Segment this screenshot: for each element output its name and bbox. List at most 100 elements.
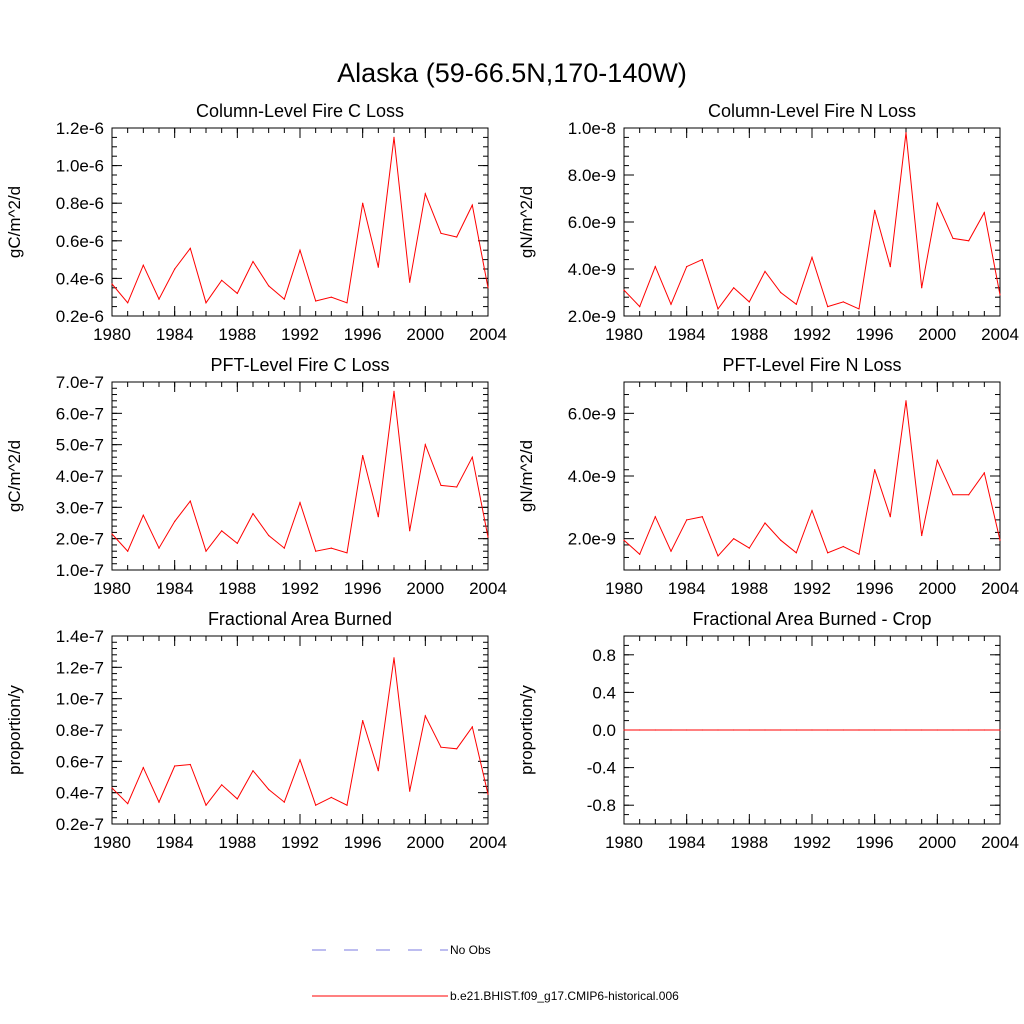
data-point: [330, 796, 332, 799]
y-axis-label: gN/m^2/d: [517, 440, 536, 512]
y-tick-label: 0.4e-6: [56, 269, 104, 288]
data-point: [701, 516, 703, 518]
y-axis-label: gC/m^2/d: [5, 186, 24, 258]
legend-model-label: b.e21.BHIST.f09_g17.CMIP6-historical.006: [450, 989, 679, 1003]
data-point: [189, 500, 191, 502]
x-tick-label: 1996: [856, 833, 894, 852]
y-tick-label: 4.0e-9: [568, 260, 616, 279]
data-point: [764, 270, 766, 272]
x-tick-label: 2000: [406, 833, 444, 852]
data-point: [795, 303, 797, 305]
data-point: [983, 212, 985, 214]
data-point: [440, 484, 442, 486]
data-point: [905, 400, 907, 402]
data-point: [795, 729, 797, 731]
data-point: [701, 259, 703, 261]
data-point: [158, 801, 160, 803]
y-tick-label: 6.0e-9: [568, 404, 616, 423]
data-point: [440, 746, 442, 748]
y-tick-label: 0.6e-6: [56, 232, 104, 251]
data-point: [701, 729, 703, 731]
series-line: [623, 400, 1001, 557]
data-point: [362, 455, 364, 457]
plot-frame: [111, 381, 489, 571]
x-tick-label: 1980: [93, 579, 131, 598]
x-tick-label: 2004: [469, 579, 507, 598]
data-point: [874, 729, 876, 731]
x-tick-label: 1984: [156, 833, 194, 852]
x-tick-label: 1988: [218, 833, 256, 852]
data-point: [487, 793, 489, 795]
data-point: [921, 534, 923, 537]
x-tick-label: 1996: [344, 579, 382, 598]
data-point: [142, 264, 144, 266]
data-point: [999, 294, 1001, 296]
x-tick-label: 1992: [793, 325, 831, 344]
data-point: [733, 287, 735, 289]
data-point: [983, 729, 985, 731]
panel-title: PFT-Level Fire N Loss: [722, 355, 901, 375]
plot-frame: [111, 635, 489, 825]
data-point: [393, 136, 395, 138]
data-point: [111, 283, 113, 285]
data-point: [236, 542, 238, 545]
data-point: [268, 285, 270, 287]
y-axis-label: proportion/y: [517, 685, 536, 775]
data-point: [424, 444, 426, 446]
x-tick-label: 1988: [730, 833, 768, 852]
data-point: [111, 787, 113, 789]
y-tick-label: 0.4e-7: [56, 784, 104, 803]
x-tick-label: 2000: [918, 579, 956, 598]
y-tick-label: 1.0e-7: [56, 690, 104, 709]
series-line: [623, 132, 1001, 310]
x-tick-label: 2004: [981, 833, 1019, 852]
data-point: [315, 550, 317, 552]
data-point: [827, 306, 829, 308]
x-tick-label: 1992: [793, 579, 831, 598]
panel-title: PFT-Level Fire C Loss: [210, 355, 389, 375]
x-tick-label: 1980: [605, 833, 643, 852]
data-point: [889, 729, 891, 731]
panel-5: Fractional Area Burned proportion/y 1980 19…: [5, 609, 507, 852]
figure-title: Alaska (59-66.5N,170-140W): [337, 58, 687, 88]
data-point: [315, 804, 317, 806]
y-tick-label: 3.0e-7: [56, 498, 104, 517]
data-point: [748, 301, 750, 303]
y-axis-label: gN/m^2/d: [517, 186, 536, 258]
data-point: [299, 759, 301, 761]
data-point: [283, 547, 285, 549]
data-point: [487, 536, 489, 538]
data-point: [780, 539, 782, 541]
x-tick-label: 1988: [730, 579, 768, 598]
data-point: [623, 729, 625, 731]
data-point: [471, 456, 473, 458]
panel-1: Column-Level Fire C Loss gC/m^2/d 1980 1984…: [5, 101, 507, 344]
data-point: [889, 266, 891, 268]
y-tick-label: -0.4: [587, 759, 616, 778]
data-point: [748, 729, 750, 731]
data-point: [936, 202, 938, 204]
plot-frame: [623, 381, 1001, 571]
data-point: [142, 514, 144, 516]
data-point: [686, 266, 688, 268]
data-point: [858, 553, 860, 555]
data-point: [623, 289, 625, 291]
data-point: [346, 804, 348, 806]
x-tick-label: 1984: [156, 325, 194, 344]
y-tick-label: 4.0e-9: [568, 467, 616, 486]
panels: Column-Level Fire C Loss gC/m^2/d 1980 1984…: [5, 101, 1019, 852]
x-tick-label: 1992: [281, 833, 319, 852]
data-point: [127, 302, 129, 304]
data-point: [952, 237, 954, 239]
data-point: [236, 798, 238, 800]
data-point: [221, 784, 223, 786]
data-point: [842, 301, 844, 303]
panel-title: Fractional Area Burned - Crop: [692, 609, 931, 629]
data-point: [968, 494, 970, 496]
data-point: [221, 530, 223, 532]
data-point: [127, 550, 129, 552]
data-point: [362, 720, 364, 722]
data-point: [842, 729, 844, 731]
data-point: [936, 459, 938, 461]
